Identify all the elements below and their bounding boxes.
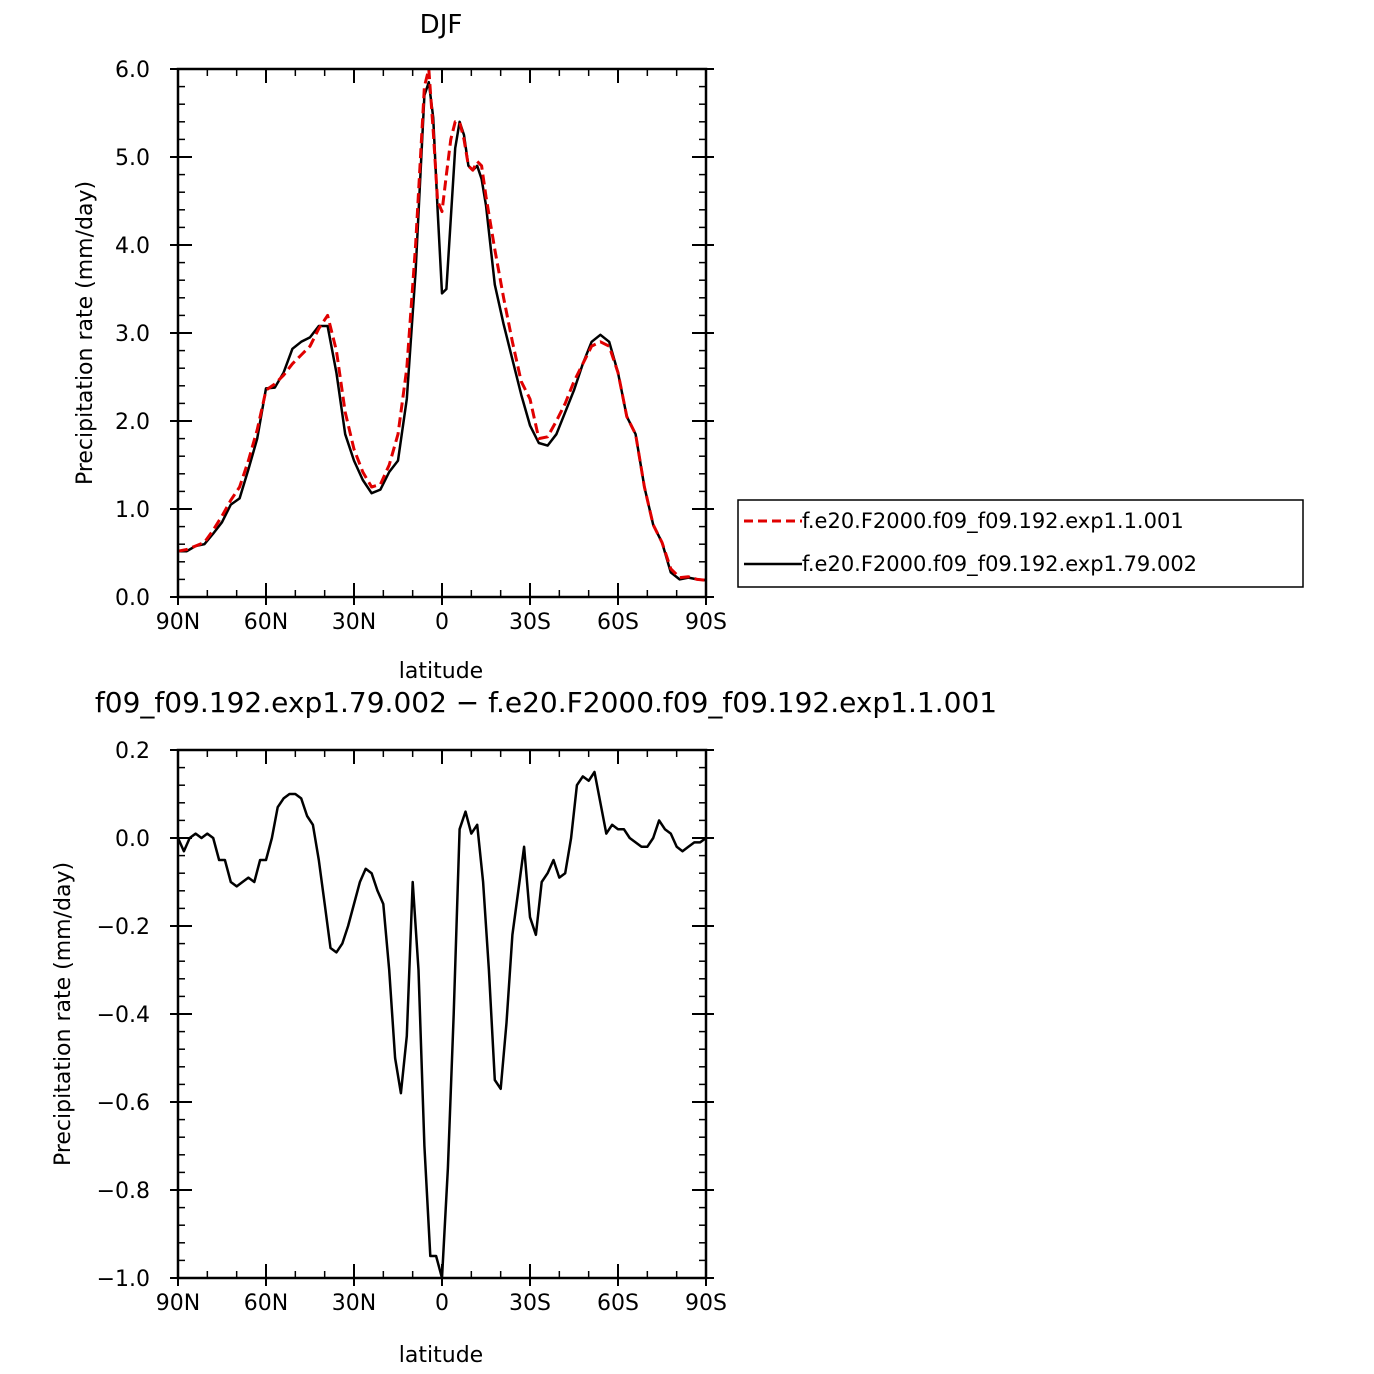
x-tick-label: 0: [435, 1291, 449, 1316]
x-tick-label: 90S: [685, 1291, 727, 1316]
bottom-xlabel: latitude: [399, 1343, 483, 1368]
x-tick-label: 60N: [244, 610, 288, 635]
y-tick-label: 4.0: [115, 234, 150, 259]
y-tick-label: 5.0: [115, 146, 150, 171]
diff-title: f09_f09.192.exp1.79.002 − f.e20.F2000.f0…: [95, 686, 997, 719]
top-plot-frame: [176, 67, 708, 599]
y-tick-label: −0.2: [97, 915, 150, 940]
y-tick-label: −0.6: [97, 1091, 150, 1116]
x-tick-label: 90N: [156, 1291, 200, 1316]
y-tick-label: 0.0: [115, 827, 150, 852]
y-tick-label: −0.4: [97, 1003, 150, 1028]
x-tick-label: 0: [435, 610, 449, 635]
series-line-black: [176, 770, 707, 1280]
y-tick-label: 2.0: [115, 410, 150, 435]
top-series: [177, 67, 707, 582]
legend: f.e20.F2000.f09_f09.192.exp1.1.001 f.e20…: [737, 499, 1304, 588]
top-panel: DJF Precipitation rate (mm/day) latitude…: [73, 10, 1304, 684]
y-tick-label: 3.0: [115, 322, 150, 347]
bottom-ylabel: Precipitation rate (mm/day): [51, 862, 76, 1166]
y-tick-label: 6.0: [115, 58, 150, 83]
y-tick-label: −1.0: [97, 1267, 150, 1292]
top-ylabel: Precipitation rate (mm/day): [73, 181, 98, 485]
x-tick-label: 60N: [244, 1291, 288, 1316]
y-tick-label: 1.0: [115, 498, 150, 523]
y-tick-label: 0.2: [115, 739, 150, 764]
x-tick-label: 90N: [156, 610, 200, 635]
x-tick-label: 90S: [685, 610, 727, 635]
bottom-panel: f09_f09.192.exp1.79.002 − f.e20.F2000.f0…: [51, 686, 997, 1368]
series-line-red-dashed: [177, 67, 707, 582]
bottom-ticks: 90N 60N 30N 0 30S 60S 90S 0.2 0.0 −0.2 −0.4 −0.6 −0.…: [97, 739, 727, 1316]
y-tick-label: −0.8: [97, 1179, 150, 1204]
legend-label-2: f.e20.F2000.f09_f09.192.exp1.79.002: [802, 552, 1197, 577]
bottom-plot-frame: [176, 748, 708, 1280]
top-title: DJF: [420, 10, 463, 40]
x-tick-label: 60S: [597, 610, 639, 635]
x-tick-label: 60S: [597, 1291, 639, 1316]
legend-box: [737, 499, 1304, 588]
series-line-black: [178, 80, 707, 582]
legend-label-1: f.e20.F2000.f09_f09.192.exp1.1.001: [802, 509, 1184, 534]
top-xlabel: latitude: [399, 659, 483, 684]
y-tick-label: 0.0: [115, 586, 150, 611]
x-tick-label: 30S: [509, 610, 551, 635]
x-tick-label: 30S: [509, 1291, 551, 1316]
x-tick-label: 30N: [332, 1291, 376, 1316]
bottom-series: [176, 770, 707, 1280]
x-tick-label: 30N: [332, 610, 376, 635]
